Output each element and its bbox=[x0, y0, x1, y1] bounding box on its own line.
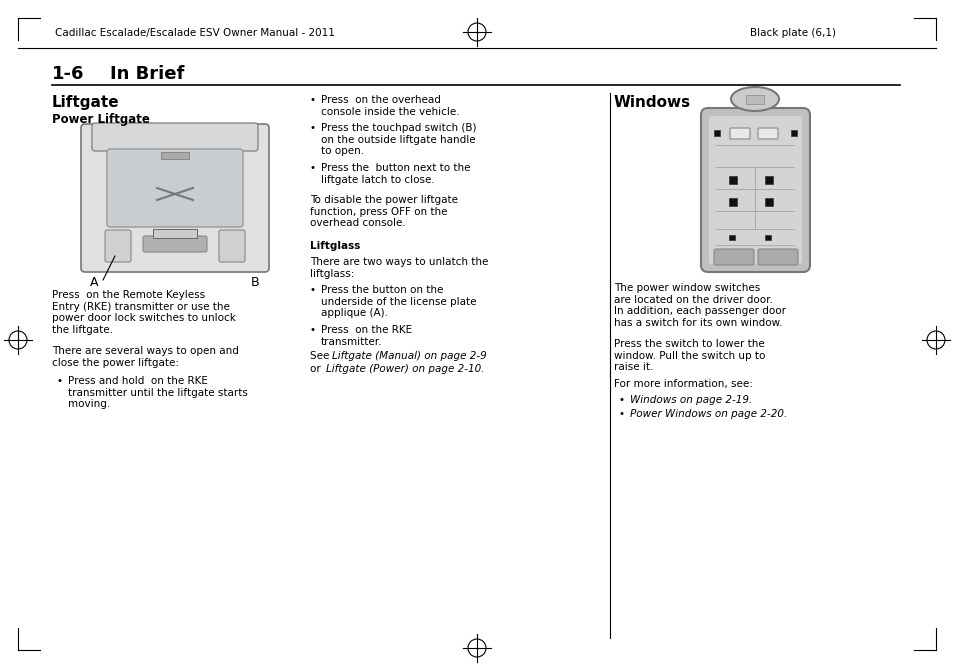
FancyBboxPatch shape bbox=[700, 108, 809, 272]
FancyBboxPatch shape bbox=[729, 128, 749, 139]
FancyBboxPatch shape bbox=[81, 124, 269, 272]
Text: There are two ways to unlatch the
liftglass:: There are two ways to unlatch the liftgl… bbox=[310, 257, 488, 279]
Text: Liftgate (Manual) on page 2-9: Liftgate (Manual) on page 2-9 bbox=[332, 351, 486, 361]
Text: There are several ways to open and
close the power liftgate:: There are several ways to open and close… bbox=[52, 346, 238, 367]
Text: B: B bbox=[251, 276, 259, 289]
Text: •: • bbox=[310, 285, 315, 295]
Text: Liftgate (Power) on page 2-10.: Liftgate (Power) on page 2-10. bbox=[326, 364, 484, 374]
Text: In Brief: In Brief bbox=[110, 65, 184, 83]
Text: •: • bbox=[57, 376, 63, 386]
Text: To disable the power liftgate
function, press OFF on the
overhead console.: To disable the power liftgate function, … bbox=[310, 195, 457, 228]
Bar bbox=[728, 176, 737, 184]
Text: •: • bbox=[310, 95, 315, 105]
Text: •: • bbox=[310, 123, 315, 133]
Text: Windows: Windows bbox=[614, 95, 690, 110]
Bar bbox=[764, 198, 772, 206]
Text: or: or bbox=[310, 364, 324, 374]
FancyBboxPatch shape bbox=[105, 230, 131, 262]
FancyBboxPatch shape bbox=[143, 236, 207, 252]
Text: Press the button on the
underside of the license plate
applique (A).: Press the button on the underside of the… bbox=[320, 285, 476, 318]
Text: Power Windows on page 2-20.: Power Windows on page 2-20. bbox=[629, 409, 786, 419]
Text: Press the  button next to the
liftgate latch to close.: Press the button next to the liftgate la… bbox=[320, 163, 470, 184]
Text: Power Liftgate: Power Liftgate bbox=[52, 113, 150, 126]
Text: 1-6: 1-6 bbox=[52, 65, 85, 83]
Text: See: See bbox=[310, 351, 333, 361]
Text: The power window switches
are located on the driver door.
In addition, each pass: The power window switches are located on… bbox=[614, 283, 785, 328]
Text: Press and hold  on the RKE
transmitter until the liftgate starts
moving.: Press and hold on the RKE transmitter un… bbox=[68, 376, 248, 409]
Bar bbox=[713, 130, 720, 136]
Text: •: • bbox=[618, 409, 624, 419]
Text: Black plate (6,1): Black plate (6,1) bbox=[749, 28, 835, 38]
FancyBboxPatch shape bbox=[219, 230, 245, 262]
Text: •: • bbox=[310, 163, 315, 173]
Bar bbox=[152, 229, 196, 238]
FancyBboxPatch shape bbox=[758, 249, 797, 265]
Text: Press  on the Remote Keyless
Entry (RKE) transmitter or use the
power door lock : Press on the Remote Keyless Entry (RKE) … bbox=[52, 290, 235, 335]
Text: Liftgate: Liftgate bbox=[52, 95, 119, 110]
FancyBboxPatch shape bbox=[713, 249, 753, 265]
Bar bbox=[764, 235, 770, 240]
Ellipse shape bbox=[730, 87, 779, 111]
Bar bbox=[728, 198, 737, 206]
Text: Press  on the RKE
transmitter.: Press on the RKE transmitter. bbox=[320, 325, 412, 347]
Text: Liftglass: Liftglass bbox=[310, 241, 360, 251]
Bar bbox=[745, 95, 763, 104]
Text: Cadillac Escalade/Escalade ESV Owner Manual - 2011: Cadillac Escalade/Escalade ESV Owner Man… bbox=[55, 28, 335, 38]
Text: For more information, see:: For more information, see: bbox=[614, 379, 752, 389]
Bar bbox=[728, 235, 734, 240]
FancyBboxPatch shape bbox=[107, 149, 243, 227]
Text: •: • bbox=[310, 325, 315, 335]
Text: Press the switch to lower the
window. Pull the switch up to
raise it.: Press the switch to lower the window. Pu… bbox=[614, 339, 764, 372]
Text: Windows on page 2-19.: Windows on page 2-19. bbox=[629, 395, 752, 405]
Bar bbox=[790, 130, 796, 136]
FancyBboxPatch shape bbox=[758, 128, 778, 139]
FancyBboxPatch shape bbox=[708, 116, 801, 264]
Bar bbox=[161, 152, 189, 159]
Text: •: • bbox=[618, 395, 624, 405]
Text: Press  on the overhead
console inside the vehicle.: Press on the overhead console inside the… bbox=[320, 95, 459, 117]
FancyBboxPatch shape bbox=[91, 123, 257, 151]
Bar bbox=[764, 176, 772, 184]
Text: A: A bbox=[90, 276, 98, 289]
Text: Press the touchpad switch (B)
on the outside liftgate handle
to open.: Press the touchpad switch (B) on the out… bbox=[320, 123, 476, 156]
